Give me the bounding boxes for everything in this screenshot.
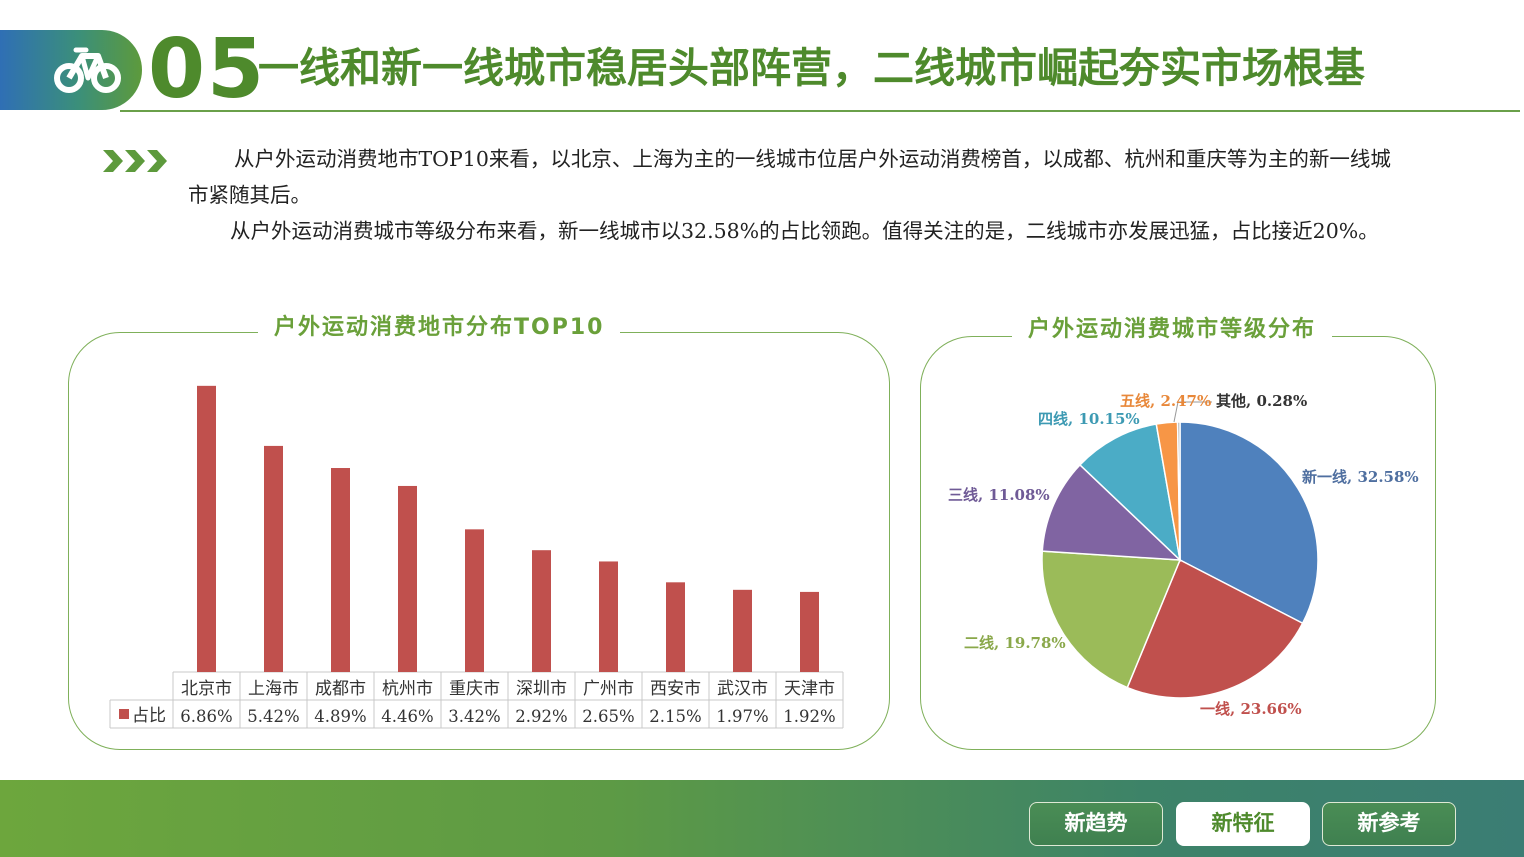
pie-slice [1179, 421, 1319, 625]
pie-slice [1078, 423, 1182, 563]
bicycle-icon [54, 47, 121, 93]
bar [331, 468, 350, 672]
bar [197, 385, 216, 672]
pie-slice [1176, 421, 1181, 561]
value-label: 4.46% [381, 707, 433, 726]
intro-paragraph-1: 从户外运动消费地市TOP10来看，以北京、上海为主的一线城市位居户外运动消费榜首… [188, 147, 1391, 207]
category-label: 广州市 [583, 679, 634, 699]
nav-button-reference[interactable]: 新参考 [1322, 802, 1456, 846]
bar [398, 485, 417, 672]
bar [800, 591, 819, 672]
slice-label: 四线, 10.15% [1038, 410, 1140, 428]
category-label: 天津市 [784, 679, 835, 699]
pie-chart: 新一线, 32.58% 一线, 23.66% 二线, 19.78% 三线, 11.08… [948, 392, 1419, 718]
bar [733, 589, 752, 672]
value-label: 2.92% [515, 707, 567, 726]
pie-slice [1126, 558, 1304, 699]
pie-slice [1041, 463, 1183, 561]
pie-slice [1041, 550, 1182, 689]
intro-paragraph-2: 从户外运动消费城市等级分布来看，新一线城市以32.58%的占比领跑。值得关注的是… [230, 219, 1379, 243]
category-label: 北京市 [181, 679, 232, 699]
value-label: 4.89% [314, 707, 366, 726]
category-label: 上海市 [248, 679, 299, 699]
bar-chart-title: 户外运动消费地市分布TOP10 [258, 312, 621, 344]
slice-label: 三线, 11.08% [948, 486, 1050, 504]
category-label: 成都市 [315, 679, 366, 699]
legend-swatch [119, 709, 129, 719]
value-label: 3.42% [448, 707, 500, 726]
nav-button-trends[interactable]: 新趋势 [1029, 802, 1163, 846]
category-label: 武汉市 [717, 679, 768, 699]
legend-label: 占比 [132, 706, 166, 726]
nav-button-features[interactable]: 新特征 [1176, 802, 1310, 846]
slice-label: 一线, 23.66% [1200, 700, 1302, 718]
slice-label: 二线, 19.78% [964, 634, 1066, 652]
slice-label: 新一线, 32.58% [1302, 468, 1419, 486]
leader-line [1173, 401, 1179, 423]
header-divider [120, 110, 1520, 112]
triple-chevron-icon [103, 150, 167, 172]
pie-chart-title: 户外运动消费城市等级分布 [1012, 314, 1333, 346]
value-label: 1.92% [783, 707, 835, 726]
section-number: 05 [148, 22, 267, 117]
bar [465, 529, 484, 672]
value-label: 1.97% [716, 707, 768, 726]
bar [599, 561, 618, 672]
value-label: 2.15% [649, 707, 701, 726]
bar [666, 582, 685, 672]
category-label: 深圳市 [516, 679, 567, 699]
category-label: 西安市 [650, 679, 701, 699]
category-label: 重庆市 [449, 679, 500, 699]
bar [532, 550, 551, 672]
page-title: 一线和新一线城市稳居头部阵营，二线城市崛起夯实市场根基 [258, 44, 1365, 92]
value-label: 6.86% [180, 707, 232, 726]
slice-label: 其他, 0.28% [1216, 392, 1307, 410]
category-label: 杭州市 [382, 679, 433, 699]
value-label: 2.65% [582, 707, 634, 726]
slice-label: 五线, 2.47% [1120, 392, 1211, 410]
bar [264, 445, 283, 672]
value-label: 5.42% [247, 707, 299, 726]
